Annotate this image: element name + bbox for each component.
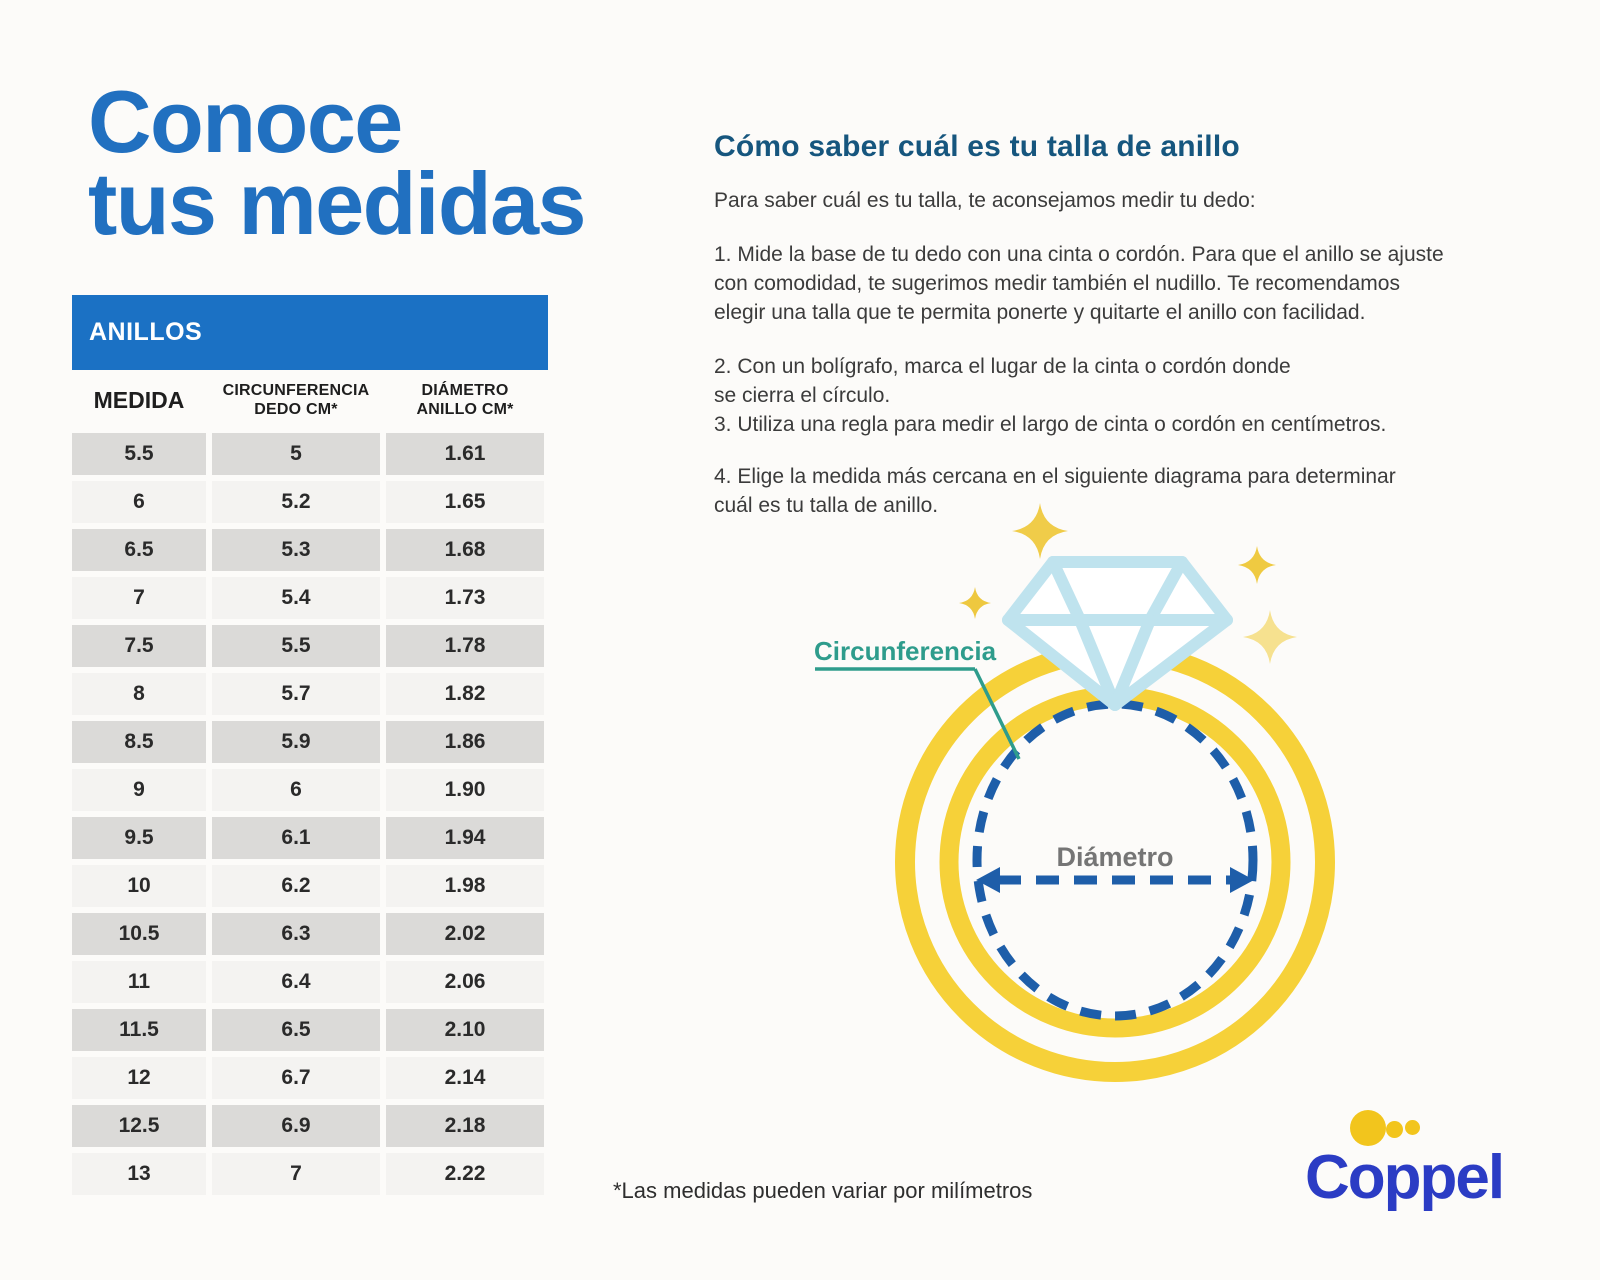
- table-cell: 10.5: [72, 913, 206, 955]
- table-cell: 1.94: [386, 817, 544, 859]
- table-row: 11.5 6.5 2.10: [72, 1009, 548, 1051]
- table-cell: 2.18: [386, 1105, 544, 1147]
- table-row: 6 5.2 1.65: [72, 481, 548, 523]
- guide-step-4: 4. Elige la medida más cercana en el sig…: [714, 465, 1396, 517]
- table-row: 7 5.4 1.73: [72, 577, 548, 619]
- sparkle-icon: [1243, 610, 1297, 664]
- table-cell: 7: [72, 577, 206, 619]
- table-row: 8 5.7 1.82: [72, 673, 548, 715]
- table-row: 7.5 5.5 1.78: [72, 625, 548, 667]
- table-cell: 6.2: [212, 865, 380, 907]
- column-header-circunferencia: CIRCUNFERENCIA DEDO CM*: [222, 382, 370, 418]
- table-cell: 6.7: [212, 1057, 380, 1099]
- table-cell: 8: [72, 673, 206, 715]
- table-cell: 7: [212, 1153, 380, 1195]
- table-cell: 6.5: [72, 529, 206, 571]
- circumference-connector-line: [973, 668, 1021, 760]
- table-cell: 1.98: [386, 865, 544, 907]
- table-column-headers: MEDIDA CIRCUNFERENCIA DEDO CM* DIÁMETRO …: [72, 372, 548, 428]
- table-row: 5.5 5 1.61: [72, 433, 548, 475]
- table-cell: 1.65: [386, 481, 544, 523]
- table-cell: 5.7: [212, 673, 380, 715]
- table-cell: 11: [72, 961, 206, 1003]
- ring-diagram: Diámetro Circunferencia: [814, 503, 1335, 1082]
- table-cell: 6.3: [212, 913, 380, 955]
- table-row: 11 6.4 2.06: [72, 961, 548, 1003]
- table-cell: 6: [212, 769, 380, 811]
- table-cell: 10: [72, 865, 206, 907]
- table-cell: 2.22: [386, 1153, 544, 1195]
- measurement-disclaimer: *Las medidas pueden variar por milímetro…: [613, 1178, 1033, 1203]
- guide-step-1: 1. Mide la base de tu dedo con una cinta…: [714, 243, 1444, 324]
- table-cell: 1.61: [386, 433, 544, 475]
- table-cell: 9: [72, 769, 206, 811]
- table-cell: 6.4: [212, 961, 380, 1003]
- table-cell: 6.9: [212, 1105, 380, 1147]
- sparkle-icon: [959, 587, 991, 619]
- table-row: 10 6.2 1.98: [72, 865, 548, 907]
- table-cell: 9.5: [72, 817, 206, 859]
- table-cell: 5.3: [212, 529, 380, 571]
- coppel-logo-dot-small: [1405, 1120, 1420, 1135]
- table-cell: 8.5: [72, 721, 206, 763]
- diameter-arrowhead-right: [1230, 867, 1254, 893]
- column-header-diametro: DIÁMETRO ANILLO CM*: [416, 382, 514, 418]
- coppel-logo-dot-medium: [1386, 1121, 1403, 1138]
- coppel-logo: Coppel: [1285, 1095, 1525, 1215]
- size-table-body: 5.5 5 1.61 6 5.2 1.65 6.5 5.3 1.68 7 5.4 1.73 7.5 5.5…: [72, 433, 548, 1201]
- diameter-label: Diámetro: [1056, 842, 1173, 872]
- table-cell: 5.5: [72, 433, 206, 475]
- column-header-medida: MEDIDA: [93, 386, 185, 413]
- coppel-logo-dot-large: [1350, 1110, 1386, 1146]
- table-cell: 11.5: [72, 1009, 206, 1051]
- table-cell: 2.06: [386, 961, 544, 1003]
- table-cell: 5: [212, 433, 380, 475]
- diameter-arrowhead-left: [976, 867, 1000, 893]
- table-cell: 2.10: [386, 1009, 544, 1051]
- circumference-dashed-circle: [972, 699, 1258, 1021]
- table-cell: 2.02: [386, 913, 544, 955]
- table-cell: 5.4: [212, 577, 380, 619]
- table-cell: 2.14: [386, 1057, 544, 1099]
- table-cell: 1.90: [386, 769, 544, 811]
- diamond-icon: [1002, 556, 1233, 711]
- guide-step-2: 2. Con un bolígrafo, marca el lugar de l…: [714, 355, 1291, 407]
- page-title-line-2: tus medidas: [88, 154, 586, 253]
- table-cell: 7.5: [72, 625, 206, 667]
- table-cell: 13: [72, 1153, 206, 1195]
- table-cell: 1.82: [386, 673, 544, 715]
- table-cell: 1.73: [386, 577, 544, 619]
- table-row: 9.5 6.1 1.94: [72, 817, 548, 859]
- table-row: 12 6.7 2.14: [72, 1057, 548, 1099]
- table-row: 12.5 6.9 2.18: [72, 1105, 548, 1147]
- guide-steps-2-3: 2. Con un bolígrafo, marca el lugar de l…: [714, 352, 1386, 439]
- coppel-logo-text: Coppel: [1305, 1143, 1505, 1212]
- table-title: ANILLOS: [89, 318, 203, 346]
- table-cell: 5.2: [212, 481, 380, 523]
- page-title-line-1: Conoce: [88, 72, 403, 171]
- table-cell: 6.1: [212, 817, 380, 859]
- table-row: 8.5 5.9 1.86: [72, 721, 548, 763]
- table-cell: 1.86: [386, 721, 544, 763]
- sparkle-icon: [1012, 503, 1068, 559]
- table-cell: 6: [72, 481, 206, 523]
- table-cell: 1.78: [386, 625, 544, 667]
- table-row: 6.5 5.3 1.68: [72, 529, 548, 571]
- table-cell: 1.68: [386, 529, 544, 571]
- guide-step-3: 3. Utiliza una regla para medir el largo…: [714, 413, 1387, 436]
- table-cell: 5.5: [212, 625, 380, 667]
- guide-heading: Cómo saber cuál es tu talla de anillo: [714, 130, 1240, 163]
- table-row: 9 6 1.90: [72, 769, 548, 811]
- table-cell: 5.9: [212, 721, 380, 763]
- circumference-label: Circunferencia: [814, 636, 997, 666]
- table-cell: 12.5: [72, 1105, 206, 1147]
- table-row: 13 7 2.22: [72, 1153, 548, 1195]
- sparkle-icon: [1238, 546, 1276, 584]
- table-cell: 12: [72, 1057, 206, 1099]
- table-title-bar: ANILLOS: [72, 295, 548, 370]
- table-row: 10.5 6.3 2.02: [72, 913, 548, 955]
- table-cell: 6.5: [212, 1009, 380, 1051]
- guide-intro: Para saber cuál es tu talla, te aconseja…: [714, 189, 1256, 212]
